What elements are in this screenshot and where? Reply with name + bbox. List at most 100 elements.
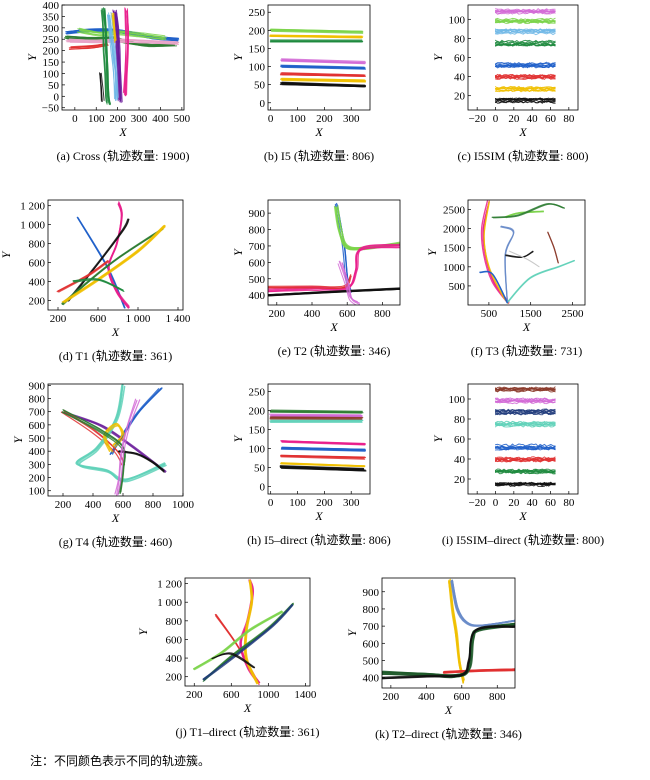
trajectory-line: [281, 72, 366, 76]
x-tick-label: 200: [316, 497, 333, 509]
panel-i5: 0 100 200 300 0 50 100 150 200 250 X Y (b) I5 (轨迹数量:…: [231, 4, 374, 163]
x-tick-label: 60: [545, 497, 557, 509]
trajectory-line: [495, 401, 556, 405]
trajectory-line: [337, 205, 400, 249]
x-tick-label: 100: [289, 497, 306, 509]
trajectory-line: [495, 458, 556, 462]
panel-caption: (g) T4 (轨迹数量: 460): [59, 534, 172, 549]
trajectory-line: [281, 455, 366, 459]
panel-t3: 500 1500 2500 500 1000 1500 2000 2500 X Y (f) T3 (…: [425, 199, 586, 358]
panel-caption: (i) I5SIM–direct (轨迹数量: 800): [442, 532, 604, 547]
x-tick-label: 1000: [172, 499, 195, 511]
trajectory-line: [270, 28, 363, 32]
x-tick-label: 800: [374, 308, 391, 320]
y-tick-label: 1 000: [20, 220, 45, 232]
y-tick-label: 150: [249, 425, 266, 437]
x-tick-label: 200: [109, 113, 126, 125]
trajectory-line: [270, 409, 363, 412]
panel-i5sim: −20 0 20 40 60 80 20 40 60 80 100 X Y (c) I5SIM (轨迹数量…: [431, 4, 588, 163]
y-tick-label: 400: [43, 0, 60, 12]
trajectory-line: [269, 417, 363, 420]
trajectory-line: [67, 218, 130, 302]
trajectory-line: [268, 247, 400, 293]
x-tick-label: 600: [454, 691, 471, 703]
trajectories: [193, 579, 294, 685]
x-tick-label: 20: [508, 497, 520, 509]
x-tick-label: 600: [223, 689, 240, 701]
y-tick-label: 500: [449, 281, 466, 293]
y-axis-label: Y: [11, 435, 25, 443]
y-tick-label: 400: [166, 653, 183, 665]
trajectories: [495, 386, 556, 487]
y-tick-label: 1500: [443, 243, 466, 255]
y-tick-label: 100: [449, 394, 466, 406]
y-tick-label: 2500: [443, 205, 466, 217]
plot-frame: [184, 577, 311, 687]
x-tick-label: 60: [545, 113, 557, 125]
y-tick-label: 100: [449, 14, 466, 26]
y-tick-label: 600: [249, 257, 266, 269]
trajectory-line: [61, 228, 163, 305]
trajectory-line: [341, 262, 360, 304]
x-tick-label: −20: [469, 113, 487, 125]
trajectory-line: [480, 200, 508, 303]
x-tick-label: 0: [268, 113, 274, 125]
trajectory-line: [495, 28, 556, 32]
trajectory-line: [281, 82, 366, 87]
panel-caption: (k) T2–direct (轨迹数量: 346): [375, 726, 522, 741]
y-tick-label: 200: [29, 473, 46, 485]
trajectories: [269, 28, 367, 88]
trajectory-line: [268, 243, 400, 289]
trajectory-line: [505, 250, 534, 258]
trajectory-line: [479, 270, 508, 304]
x-tick-label: 200: [55, 499, 72, 511]
trajectory-line: [112, 387, 163, 455]
plot-frame: [47, 199, 184, 311]
x-tick-label: 800: [489, 691, 506, 703]
x-axis-label: X: [118, 125, 127, 139]
y-tick-label: 400: [249, 290, 266, 302]
y-tick-label: 1 200: [20, 201, 45, 213]
x-tick-label: 100: [289, 113, 306, 125]
trajectories: [382, 578, 515, 684]
trajectory-line: [495, 32, 556, 36]
trajectory-line: [77, 384, 166, 480]
trajectory-line: [495, 63, 556, 67]
y-tick-label: 80: [454, 414, 466, 426]
trajectory-line: [280, 78, 365, 82]
x-tick-label: 1500: [520, 308, 543, 320]
trajectory-line: [66, 35, 177, 46]
plot-frame: [267, 383, 371, 495]
x-axis-label: X: [314, 509, 323, 523]
y-tick-label: 900: [363, 587, 380, 599]
trajectory-line: [212, 652, 256, 668]
trajectory-line: [495, 20, 556, 25]
trajectory-line: [115, 11, 121, 102]
x-tick-label: 40: [527, 113, 539, 125]
trajectory-line: [280, 64, 365, 68]
trajectory-line: [268, 244, 400, 290]
y-axis-label: Y: [431, 53, 445, 61]
plot-frame: [267, 199, 401, 306]
trajectory-line: [281, 441, 366, 446]
trajectory-line: [280, 456, 366, 460]
trajectory-line: [495, 482, 556, 486]
trajectory-line: [111, 13, 116, 42]
trajectory-line: [269, 413, 362, 416]
trajectory-line: [495, 399, 556, 403]
plot-frame: [61, 4, 185, 111]
trajectory-line: [495, 100, 556, 104]
y-axis-label: Y: [231, 248, 245, 256]
x-tick-label: 600: [115, 499, 132, 511]
y-tick-label: 800: [363, 604, 380, 616]
trajectory-line: [126, 9, 129, 96]
x-tick-label: 800: [145, 499, 162, 511]
x-tick-label: 600: [90, 313, 107, 325]
y-tick-label: 200: [166, 672, 183, 684]
x-tick-label: 300: [343, 497, 360, 509]
trajectory-line: [71, 42, 108, 48]
trajectory-line: [506, 260, 575, 304]
y-tick-label: 60: [454, 434, 466, 446]
y-tick-label: 2000: [443, 224, 466, 236]
